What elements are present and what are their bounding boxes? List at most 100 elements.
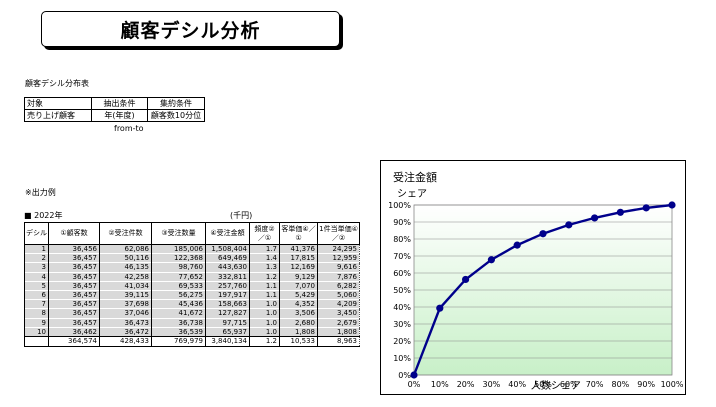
conditions-header: 集約条件 <box>147 97 205 110</box>
table-row: 5 36,457 41,034 69,533 257,760 1.1 7,070 6,282 <box>24 281 360 291</box>
table-cell: 37,046 <box>99 308 152 318</box>
lorenz-chart: 受注金額 シェア 0% 10% 20% 30% 40% 50% 60% 70% 80% 90% 10… <box>388 170 684 392</box>
table-cell: 41,034 <box>99 281 152 291</box>
table-cell: 1,808 <box>317 327 360 337</box>
table-cell: 24,295 <box>317 244 360 254</box>
conditions-value: 顧客数10分位 <box>147 109 205 122</box>
table-cell: 1 <box>24 244 49 254</box>
y-tick-label: 20% <box>393 337 411 346</box>
table-cell: 37,698 <box>99 299 152 309</box>
table-cell: 7,070 <box>279 281 318 291</box>
x-axis-ticks: 0% 10% 20% 30% 40% 50% 60% 70% 80% 90% 100% <box>408 380 684 389</box>
gridlines <box>414 204 672 376</box>
table-row: 10 36,462 36,472 36,539 65,937 1.0 1,808 1,808 <box>24 327 360 337</box>
table-cell: 122,368 <box>151 253 206 263</box>
x-axis-label: 人数シェア <box>531 379 581 392</box>
table-cell: 4,352 <box>279 299 318 309</box>
table-cell: 1.3 <box>249 262 280 273</box>
conditions-value: 売り上げ顧客 <box>24 109 92 122</box>
table-cell: 36,457 <box>48 253 100 263</box>
table-row: 2 36,457 50,116 122,368 649,469 1.4 17,815 12,9… <box>24 253 360 263</box>
table-row: 6 36,457 39,115 56,275 197,917 1.1 5,429 5,060 <box>24 290 360 300</box>
conditions-value: 年(年度) <box>91 109 148 122</box>
data-point <box>565 221 573 229</box>
column-header: ①顧客数 <box>48 222 100 245</box>
table-cell: 6 <box>24 290 49 300</box>
table-cell: 3 <box>24 262 49 273</box>
table-cell: 36,457 <box>48 308 100 318</box>
data-point <box>462 275 470 284</box>
table-cell: 3,450 <box>317 308 360 318</box>
total-cell <box>24 335 49 347</box>
conditions-table: 対象 抽出条件 集約条件 売り上げ顧客 年(年度) 顧客数10分位 <box>24 97 205 122</box>
table-cell: 98,760 <box>151 262 206 273</box>
table-cell: 1.0 <box>249 327 280 337</box>
x-tick-label: 100% <box>661 380 684 389</box>
year-label: ■ 2022年 <box>24 211 63 220</box>
table-row: 7 36,457 37,698 45,436 158,663 1.0 4,352 4,209 <box>24 299 360 309</box>
column-header: デシル <box>24 222 49 245</box>
data-point <box>410 371 418 379</box>
y-tick-label: 10% <box>393 354 411 363</box>
x-tick-label: 20% <box>457 380 475 389</box>
table-cell: 1.4 <box>249 253 280 263</box>
chart-title: 受注金額 <box>393 170 437 184</box>
x-tick-label: 70% <box>586 380 604 389</box>
table-cell: 5,429 <box>279 290 318 300</box>
conditions-header: 対象 <box>24 97 92 110</box>
table-cell: 649,469 <box>205 253 250 263</box>
chart-subtitle: シェア <box>397 189 427 200</box>
total-cell: 428,433 <box>99 335 152 347</box>
data-point <box>591 214 599 222</box>
table-cell: 9,129 <box>279 272 318 282</box>
table-row: 9 36,457 36,473 36,738 97,715 1.0 2,680 2,679 <box>24 318 360 328</box>
table-cell: 10 <box>24 327 49 337</box>
table-cell: 332,811 <box>205 272 250 282</box>
x-tick-label: 30% <box>483 380 501 389</box>
table-cell: 17,815 <box>279 253 318 263</box>
y-tick-label: 40% <box>393 303 411 312</box>
table-cell: 36,473 <box>99 318 152 328</box>
table-cell: 5,060 <box>317 290 360 300</box>
data-point <box>668 201 676 209</box>
table-cell: 36,457 <box>48 272 100 282</box>
table-cell: 36,457 <box>48 262 100 273</box>
table-cell: 39,115 <box>99 290 152 300</box>
x-tick-label: 80% <box>612 380 630 389</box>
decile-table: デシル ①顧客数 ②受注件数 ③受注数量 ④受注金額 頻度②／① 客単価④／① 1件当単価④／… <box>24 222 360 347</box>
table-cell: 7,876 <box>317 272 360 282</box>
data-points <box>410 201 676 379</box>
column-header: 1件当単価④／② <box>317 222 360 245</box>
table-cell: 36,462 <box>48 327 100 337</box>
y-tick-label: 50% <box>393 286 411 295</box>
table-cell: 41,376 <box>279 244 318 254</box>
column-header: 客単価④／① <box>279 222 318 245</box>
table-cell: 65,937 <box>205 327 250 337</box>
table-cell: 69,533 <box>151 281 206 291</box>
table-cell: 2 <box>24 253 49 263</box>
conditions-value-row: 売り上げ顧客 年(年度) 顧客数10分位 <box>24 109 205 122</box>
output-example-label: ※出力例 <box>25 188 56 197</box>
table-cell: 1.0 <box>249 299 280 309</box>
x-tick-label: 10% <box>431 380 449 389</box>
table-cell: 4 <box>24 272 49 282</box>
table-cell: 36,457 <box>48 299 100 309</box>
table-cell: 36,539 <box>151 327 206 337</box>
table-cell: 1,508,404 <box>205 244 250 254</box>
table-cell: 185,006 <box>151 244 206 254</box>
conditions-header: 抽出条件 <box>91 97 148 110</box>
table-cell: 127,827 <box>205 308 250 318</box>
table-cell: 77,652 <box>151 272 206 282</box>
total-cell: 1.2 <box>249 335 280 347</box>
table-cell: 1.0 <box>249 308 280 318</box>
y-tick-label: 70% <box>393 252 411 261</box>
table-cell: 36,457 <box>48 290 100 300</box>
table-cell: 56,275 <box>151 290 206 300</box>
table-subtitle: 顧客デシル分布表 <box>25 79 89 88</box>
table-cell: 36,456 <box>48 244 100 254</box>
table-cell: 8 <box>24 308 49 318</box>
table-cell: 41,672 <box>151 308 206 318</box>
x-tick-label: 0% <box>408 380 421 389</box>
table-cell: 36,457 <box>48 318 100 328</box>
data-point <box>487 256 495 264</box>
